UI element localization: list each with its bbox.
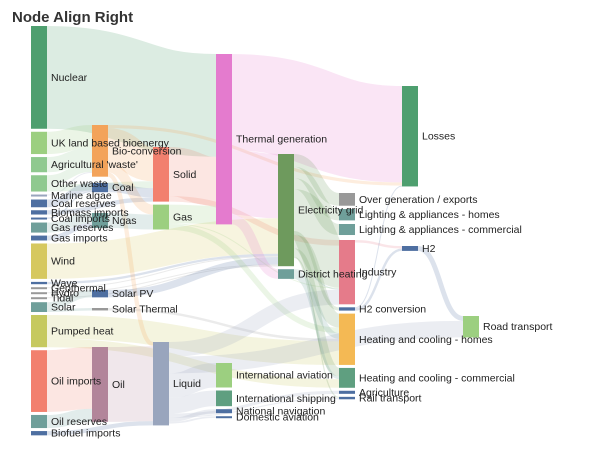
node-label-solar-thermal: Solar Thermal bbox=[112, 304, 178, 316]
node-heating-and-cooling-commercial[interactable] bbox=[339, 368, 355, 388]
node-oil-imports[interactable] bbox=[31, 350, 47, 412]
node-electricity-grid[interactable] bbox=[278, 154, 294, 266]
node-label-thermal-generation: Thermal generation bbox=[236, 134, 327, 146]
link-liquid-to-international-shipping[interactable] bbox=[169, 398, 216, 405]
node-label-road-transport: Road transport bbox=[483, 321, 553, 333]
node-label-losses: Losses bbox=[422, 131, 455, 143]
node-gas[interactable] bbox=[153, 205, 169, 230]
node-label-industry: Industry bbox=[359, 267, 397, 279]
node-label-pumped-heat: Pumped heat bbox=[51, 326, 114, 338]
node-label-wind: Wind bbox=[51, 256, 75, 268]
node-geothermal[interactable] bbox=[31, 287, 47, 289]
node-label-coal: Coal bbox=[112, 182, 134, 194]
node-hydro[interactable] bbox=[31, 292, 47, 294]
node-label-domestic-aviation: Domestic aviation bbox=[236, 412, 319, 424]
node-nuclear[interactable] bbox=[31, 26, 47, 129]
node-label-oil-imports: Oil imports bbox=[51, 376, 101, 388]
node-tidal[interactable] bbox=[31, 297, 47, 299]
node-label-heating-and-cooling-homes: Heating and cooling - homes bbox=[359, 334, 493, 346]
node-biofuel-imports[interactable] bbox=[31, 431, 47, 435]
node-label-over-generation-exports: Over generation / exports bbox=[359, 194, 477, 206]
node-solar-thermal[interactable] bbox=[92, 308, 108, 310]
node-label-solar: Solar bbox=[51, 302, 76, 314]
node-coal-reserves[interactable] bbox=[31, 200, 47, 208]
node-label-agricultural-waste: Agricultural 'waste' bbox=[51, 159, 138, 171]
node-biomass-imports[interactable] bbox=[31, 210, 47, 214]
node-label-international-aviation: International aviation bbox=[236, 370, 333, 382]
node-losses[interactable] bbox=[402, 86, 418, 186]
node-district-heating[interactable] bbox=[278, 269, 294, 279]
node-other-waste[interactable] bbox=[31, 175, 47, 191]
node-label-rail-transport: Rail transport bbox=[359, 393, 422, 405]
node-lighting-appliances-commercial[interactable] bbox=[339, 224, 355, 235]
link-thermal-generation-to-losses[interactable] bbox=[232, 102, 402, 134]
node-label-gas-imports: Gas imports bbox=[51, 233, 108, 245]
node-marine-algae[interactable] bbox=[31, 195, 47, 197]
node-label-solar-pv: Solar PV bbox=[112, 288, 153, 300]
node-label-solid: Solid bbox=[173, 169, 197, 181]
node-label-heating-and-cooling-commercial: Heating and cooling - commercial bbox=[359, 372, 515, 384]
node-agricultural-waste[interactable] bbox=[31, 157, 47, 172]
node-label-other-waste: Other waste bbox=[51, 178, 108, 190]
node-label-oil-reserves: Oil reserves bbox=[51, 416, 107, 428]
node-label-international-shipping: International shipping bbox=[236, 393, 336, 405]
node-wind[interactable] bbox=[31, 243, 47, 278]
node-label-bio-conversion: Bio-conversion bbox=[112, 145, 182, 157]
node-label-district-heating: District heating bbox=[298, 269, 368, 281]
node-international-aviation[interactable] bbox=[216, 363, 232, 387]
node-label-h2: H2 bbox=[422, 243, 436, 255]
node-heating-and-cooling-homes[interactable] bbox=[339, 314, 355, 365]
node-label-biofuel-imports: Biofuel imports bbox=[51, 428, 120, 440]
node-agriculture[interactable] bbox=[339, 391, 355, 394]
node-thermal-generation[interactable] bbox=[216, 54, 232, 224]
node-label-lighting-appliances-commercial: Lighting & appliances - commercial bbox=[359, 224, 522, 236]
node-solar[interactable] bbox=[31, 302, 47, 312]
node-label-h2-conversion: H2 conversion bbox=[359, 303, 426, 315]
link-thermal-generation-to-electricity-grid[interactable] bbox=[232, 183, 278, 187]
node-pumped-heat[interactable] bbox=[31, 315, 47, 347]
node-label-ngas: Ngas bbox=[112, 215, 137, 227]
node-label-electricity-grid: Electricity grid bbox=[298, 205, 364, 217]
node-label-liquid: Liquid bbox=[173, 378, 201, 390]
node-oil-reserves[interactable] bbox=[31, 415, 47, 428]
node-label-oil: Oil bbox=[112, 379, 125, 391]
node-liquid[interactable] bbox=[153, 342, 169, 425]
node-rail-transport[interactable] bbox=[339, 397, 355, 399]
node-label-gas: Gas bbox=[173, 212, 192, 224]
node-label-lighting-appliances-homes: Lighting & appliances - homes bbox=[359, 209, 500, 221]
node-label-nuclear: Nuclear bbox=[51, 72, 88, 84]
node-h2-conversion[interactable] bbox=[339, 307, 355, 310]
node-wave[interactable] bbox=[31, 282, 47, 284]
node-h2[interactable] bbox=[402, 246, 418, 251]
node-gas-reserves[interactable] bbox=[31, 223, 47, 233]
node-uk-land-based-bioenergy[interactable] bbox=[31, 132, 47, 154]
node-domestic-aviation[interactable] bbox=[216, 416, 232, 418]
node-national-navigation[interactable] bbox=[216, 409, 232, 413]
node-gas-imports[interactable] bbox=[31, 236, 47, 241]
node-international-shipping[interactable] bbox=[216, 390, 232, 406]
node-coal-imports[interactable] bbox=[31, 218, 47, 220]
